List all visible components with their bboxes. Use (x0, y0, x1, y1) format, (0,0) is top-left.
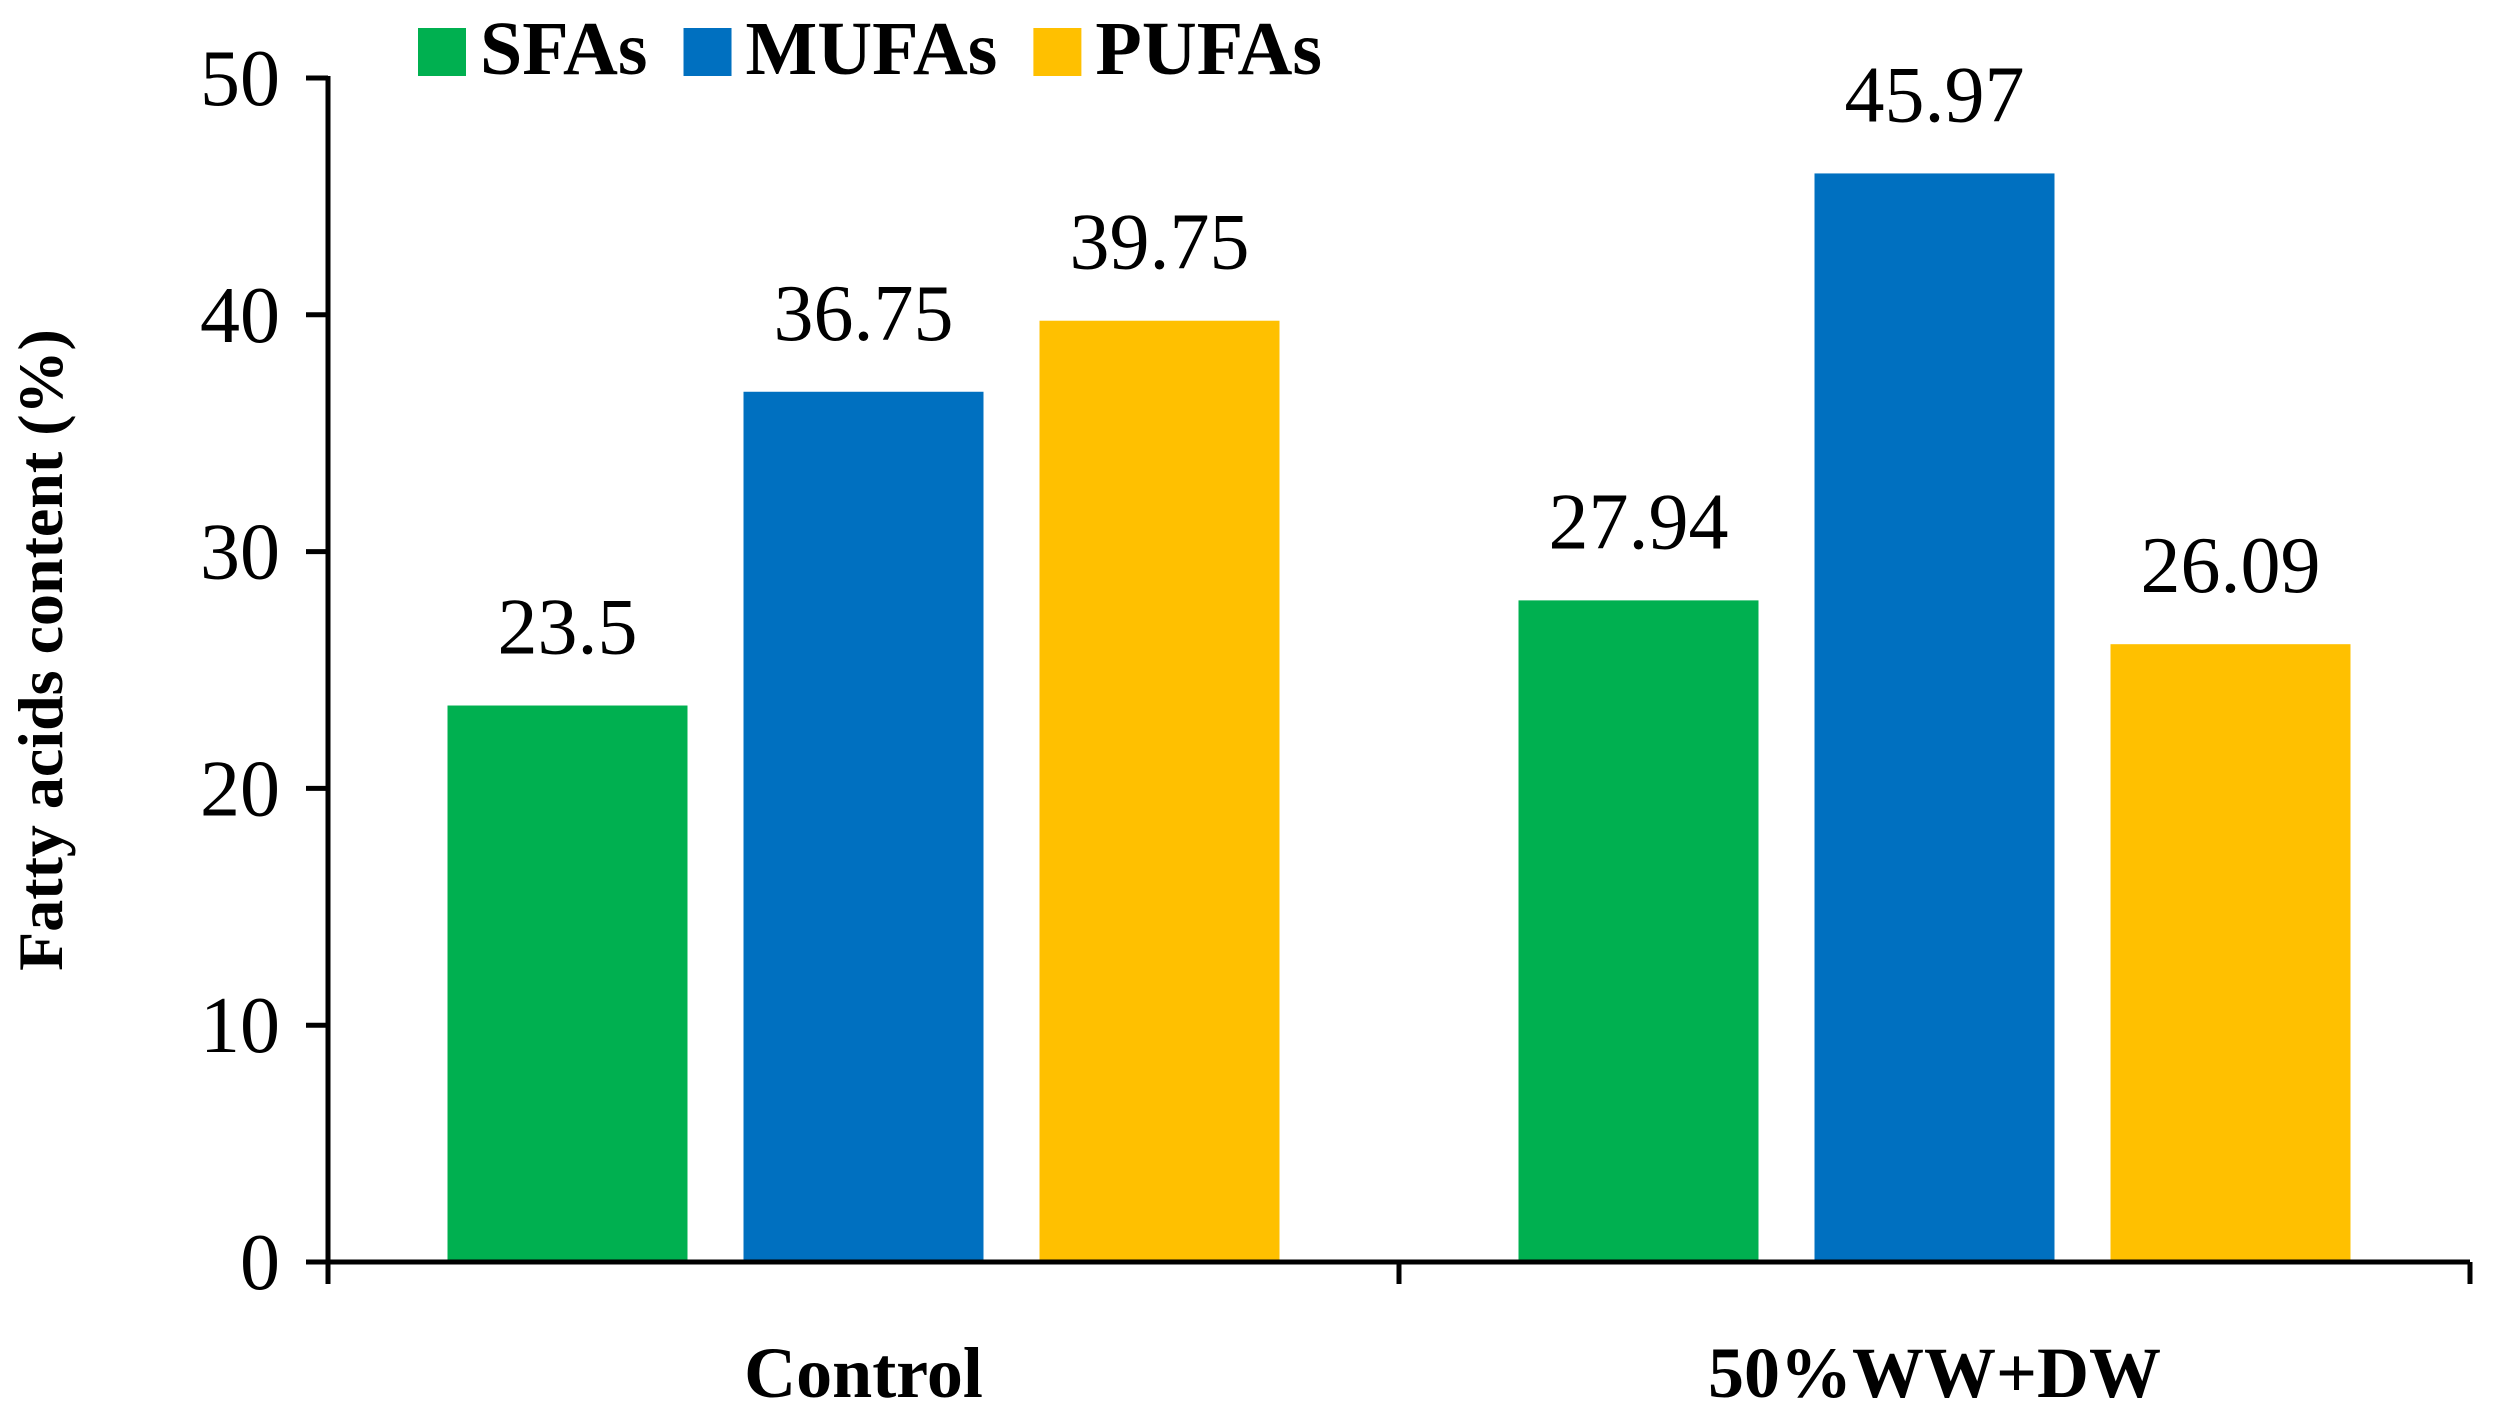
legend: SFAs MUFAs PUFAs (418, 7, 1322, 91)
legend-swatch-sfas (418, 28, 466, 76)
bar-pufas-1 (1039, 320, 1280, 1263)
legend-swatch-mufas (683, 28, 732, 76)
legend-label: MUFAs (746, 7, 998, 91)
data-label: 27.94 (1549, 478, 1729, 566)
legend-label: SFAs (480, 7, 648, 91)
data-label: 26.09 (2141, 522, 2321, 610)
data-labels: 23.5 36.75 39.75 27.94 45.97 26.09 (498, 51, 2321, 671)
category-label: 50%WW+DW (1708, 1333, 2161, 1413)
bar-sfas-2 (1518, 600, 1759, 1262)
y-tick-label: 40 (200, 272, 280, 360)
y-axis-label: Fatty acids content (%) (5, 329, 76, 971)
data-label: 39.75 (1070, 199, 1250, 287)
y-tick-label: 30 (200, 509, 280, 597)
bar-pufas-2 (2110, 644, 2351, 1262)
bars (447, 173, 2351, 1263)
legend-swatch-pufas (1033, 28, 1082, 76)
data-label: 45.97 (1845, 51, 2025, 139)
bar-mufas-2 (1814, 173, 2055, 1262)
y-tick-label: 10 (200, 982, 280, 1070)
axes (325, 76, 2473, 1284)
y-tick-label: 0 (240, 1219, 280, 1307)
y-tick-label: 50 (200, 35, 280, 123)
category-label: Control (744, 1333, 983, 1413)
bar-mufas-1 (743, 391, 984, 1262)
legend-label: PUFAs (1095, 7, 1322, 91)
bar-sfas-1 (447, 705, 688, 1262)
y-axis-ticks: 0 10 20 30 40 50 (200, 35, 328, 1307)
data-label: 23.5 (498, 584, 638, 672)
y-tick-label: 20 (200, 745, 280, 833)
category-labels: Control 50%WW+DW (744, 1333, 2161, 1413)
data-label: 36.75 (774, 270, 954, 358)
